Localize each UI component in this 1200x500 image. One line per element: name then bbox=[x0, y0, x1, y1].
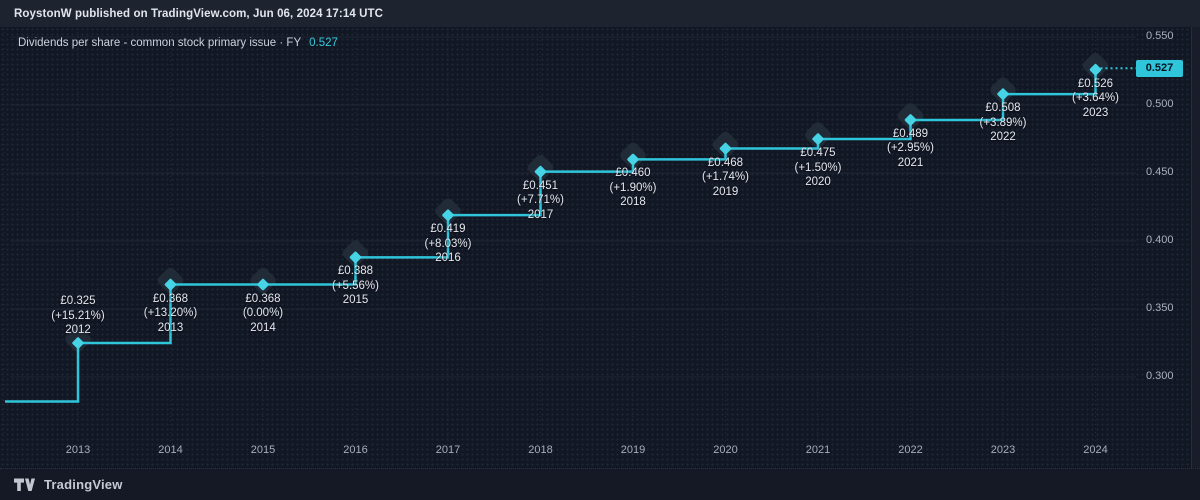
data-point-marker[interactable] bbox=[72, 337, 85, 350]
time-axis-tick: 2013 bbox=[65, 444, 91, 456]
time-axis-tick: 2017 bbox=[435, 444, 461, 456]
tradingview-logo-icon[interactable] bbox=[14, 478, 36, 492]
data-point-marker[interactable] bbox=[164, 278, 177, 291]
data-point-marker[interactable] bbox=[719, 142, 732, 155]
price-axis-border bbox=[1191, 27, 1192, 468]
last-price-badge-text: 0.527 bbox=[1145, 61, 1174, 74]
price-axis-tick: 0.400 bbox=[1146, 234, 1174, 246]
data-point-marker[interactable] bbox=[442, 209, 455, 222]
time-axis-tick: 2015 bbox=[250, 444, 276, 456]
time-axis-tick: 2020 bbox=[713, 444, 738, 456]
time-axis-tick: 2019 bbox=[620, 444, 646, 456]
time-axis-tick: 2022 bbox=[898, 444, 923, 456]
time-axis-tick: 2023 bbox=[990, 444, 1016, 456]
publisher-bar: RoystonW published on TradingView.com, J… bbox=[0, 0, 1200, 27]
data-point-marker[interactable] bbox=[349, 251, 362, 264]
data-point-marker[interactable] bbox=[812, 133, 825, 146]
series-title: Dividends per share - common stock prima… bbox=[18, 37, 302, 49]
last-price-badge: 0.527 bbox=[1136, 59, 1183, 77]
data-point-marker[interactable] bbox=[1089, 63, 1102, 76]
data-point-marker[interactable] bbox=[997, 88, 1010, 101]
footer-bar: TradingView bbox=[0, 468, 1200, 500]
price-axis-tick: 0.550 bbox=[1146, 30, 1174, 42]
time-axis-tick: 2016 bbox=[343, 444, 368, 456]
data-point-marker[interactable] bbox=[257, 278, 270, 291]
price-axis-strip bbox=[1192, 27, 1200, 468]
time-axis-tick: 2024 bbox=[1083, 444, 1108, 456]
time-axis-tick: 2014 bbox=[158, 444, 183, 456]
data-point-marker[interactable] bbox=[534, 165, 547, 178]
chart-legend: Dividends per share - common stock prima… bbox=[18, 37, 338, 49]
data-point-marker[interactable] bbox=[627, 153, 640, 166]
price-axis-tick: 0.300 bbox=[1146, 370, 1174, 382]
tradingview-brand[interactable]: TradingView bbox=[44, 477, 123, 492]
time-axis-tick: 2018 bbox=[528, 444, 553, 456]
publisher-text: RoystonW published on TradingView.com, J… bbox=[14, 7, 384, 20]
series-last-value: 0.527 bbox=[309, 37, 338, 49]
data-point-marker[interactable] bbox=[904, 114, 917, 127]
price-axis-tick: 0.450 bbox=[1146, 166, 1174, 178]
chart-region[interactable] bbox=[0, 27, 1200, 468]
time-axis-tick: 2021 bbox=[805, 444, 831, 456]
price-axis-tick: 0.500 bbox=[1146, 98, 1174, 110]
price-axis-tick: 0.350 bbox=[1146, 302, 1174, 314]
